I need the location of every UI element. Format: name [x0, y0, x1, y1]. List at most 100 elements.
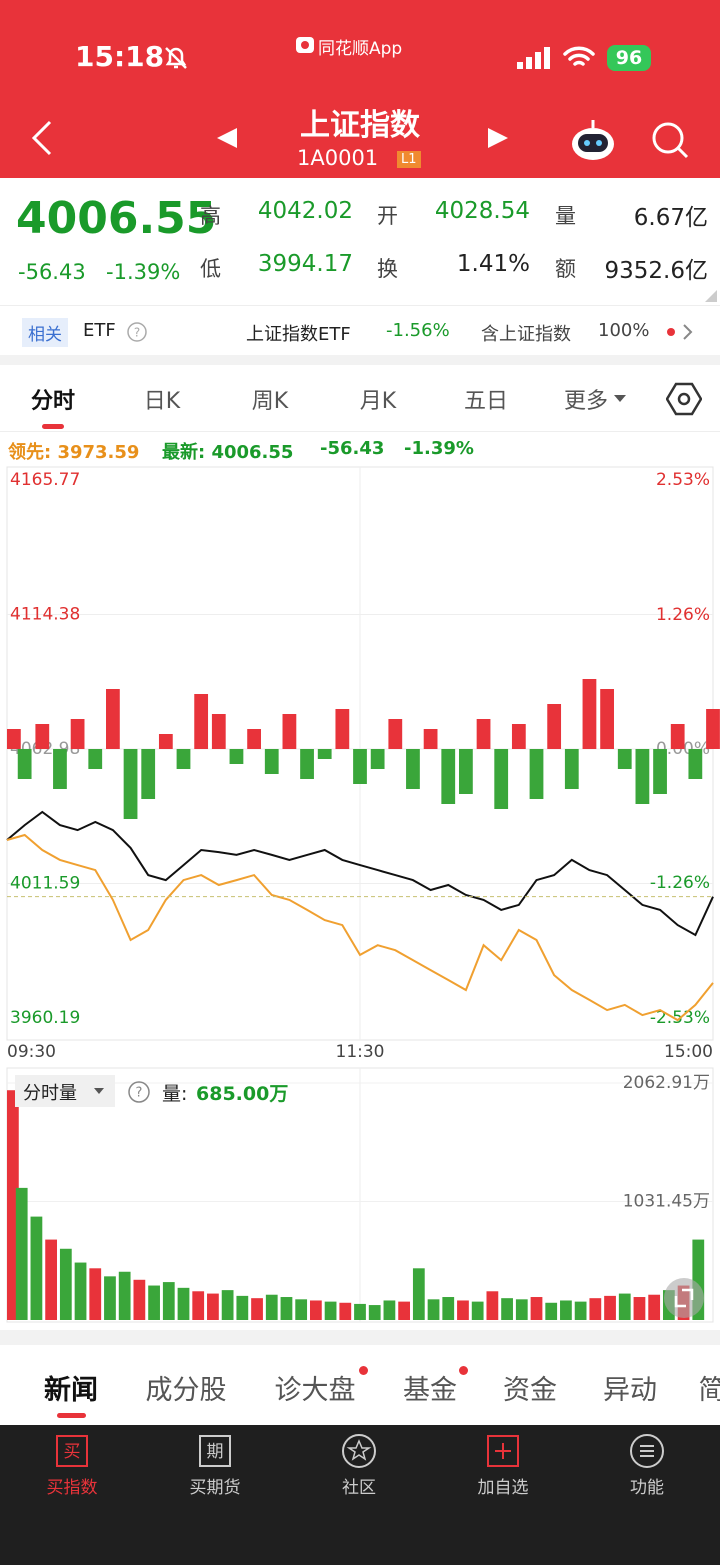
bar — [459, 749, 473, 794]
bar — [582, 679, 597, 749]
badge-dot — [359, 1366, 368, 1375]
tab-label[interactable]: 社区 — [342, 1478, 376, 1498]
news-tab[interactable]: 基金 — [403, 1375, 457, 1406]
bar — [670, 724, 685, 749]
price-line — [6, 833, 714, 1022]
help-icon[interactable]: ? — [126, 321, 148, 343]
bar — [457, 1300, 469, 1320]
svg-text:买: 买 — [64, 1442, 81, 1462]
expand-button[interactable] — [662, 1276, 706, 1320]
chart-tab[interactable]: 周K — [251, 389, 289, 414]
bar — [141, 749, 156, 799]
news-tab[interactable]: 简 — [698, 1375, 720, 1406]
bar — [547, 704, 562, 749]
stat-value: 9352.6亿 — [604, 258, 708, 284]
price-change: -56.43 — [18, 260, 86, 284]
stat-label: 换 — [377, 257, 398, 281]
back-button[interactable] — [28, 118, 58, 158]
bar — [423, 729, 438, 749]
corner-mark — [705, 290, 717, 302]
bar — [688, 749, 703, 779]
volume-selector[interactable]: 分时量 — [23, 1083, 77, 1104]
stat-value: 1.41% — [456, 251, 530, 277]
bar — [633, 1297, 646, 1320]
bar — [106, 689, 120, 749]
bar — [501, 1298, 513, 1320]
stat-value: 4042.02 — [257, 198, 353, 224]
etf-more[interactable] — [664, 322, 696, 342]
gap — [0, 355, 720, 365]
volume-label: 量: — [162, 1083, 188, 1105]
bar — [123, 749, 138, 819]
bar — [617, 749, 632, 769]
bar — [251, 1298, 263, 1320]
bar — [265, 1294, 278, 1320]
settings-icon[interactable] — [666, 382, 702, 416]
bar — [383, 1300, 396, 1320]
y2-tick-label: 2.53% — [656, 470, 710, 490]
help-icon[interactable]: ? — [127, 1080, 151, 1104]
app-logo — [296, 37, 314, 53]
bar — [211, 714, 226, 749]
bar — [176, 749, 191, 769]
news-tab[interactable]: 新闻 — [44, 1375, 98, 1406]
tab-bar — [0, 1425, 720, 1565]
chart-tab[interactable]: 月K — [359, 389, 397, 414]
divider — [0, 305, 720, 306]
bar — [368, 1305, 381, 1320]
bar — [589, 1298, 602, 1320]
bar — [406, 749, 420, 789]
badge-dot — [459, 1366, 468, 1375]
etf-name[interactable]: 上证指数ETF — [246, 324, 351, 345]
holding-value: 100% — [598, 320, 650, 341]
y-tick-label: 4165.77 — [10, 470, 80, 490]
bar — [192, 1291, 205, 1320]
bar — [388, 719, 403, 749]
tab-label[interactable]: 买期货 — [189, 1478, 241, 1498]
battery: 96 — [607, 45, 651, 71]
bar — [494, 749, 509, 809]
news-tab[interactable]: 成分股 — [145, 1375, 227, 1406]
chart-tab[interactable]: 日K — [143, 389, 181, 414]
bar — [574, 1301, 587, 1320]
bar — [89, 1268, 102, 1320]
bar — [529, 749, 544, 799]
robot-icon[interactable] — [568, 116, 618, 164]
bar — [353, 749, 367, 784]
level-badge: L1 — [397, 151, 421, 168]
bar — [45, 1239, 58, 1320]
bar — [398, 1301, 411, 1320]
chart-tab[interactable]: 五日 — [463, 389, 508, 414]
bar — [282, 714, 297, 749]
news-tab[interactable]: 诊大盘 — [274, 1375, 356, 1406]
bar — [511, 724, 526, 749]
bar — [158, 734, 173, 749]
news-tab[interactable]: 异动 — [603, 1375, 657, 1406]
tab-label[interactable]: 功能 — [630, 1478, 664, 1498]
bar — [104, 1276, 116, 1320]
status-time: 15:18 — [75, 40, 165, 73]
bar — [618, 1293, 631, 1320]
tab-label[interactable]: 加自选 — [477, 1478, 529, 1498]
prev-button[interactable] — [215, 126, 239, 150]
chart-tab[interactable]: 更多 — [563, 389, 608, 414]
chart-tab[interactable]: 分时 — [30, 389, 75, 414]
next-button[interactable] — [486, 126, 510, 150]
news-tab[interactable]: 资金 — [503, 1375, 557, 1406]
bar — [476, 719, 491, 749]
x-tick-label: 11:30 — [336, 1042, 385, 1062]
bar — [412, 1268, 425, 1320]
stat-label: 量 — [555, 204, 576, 228]
divider — [0, 431, 720, 432]
x-tick-label: 09:30 — [7, 1042, 56, 1062]
search-button[interactable] — [650, 120, 690, 160]
y2-tick-label: 1.26% — [656, 605, 710, 625]
bar — [280, 1297, 293, 1320]
tab-label[interactable]: 买指数 — [46, 1478, 98, 1498]
y-tick-label: 2062.91万 — [623, 1073, 710, 1093]
bar — [560, 1300, 572, 1320]
svg-text:?: ? — [136, 1086, 143, 1101]
wifi-icon — [563, 46, 595, 66]
bar — [324, 1301, 337, 1320]
bar — [247, 729, 261, 749]
